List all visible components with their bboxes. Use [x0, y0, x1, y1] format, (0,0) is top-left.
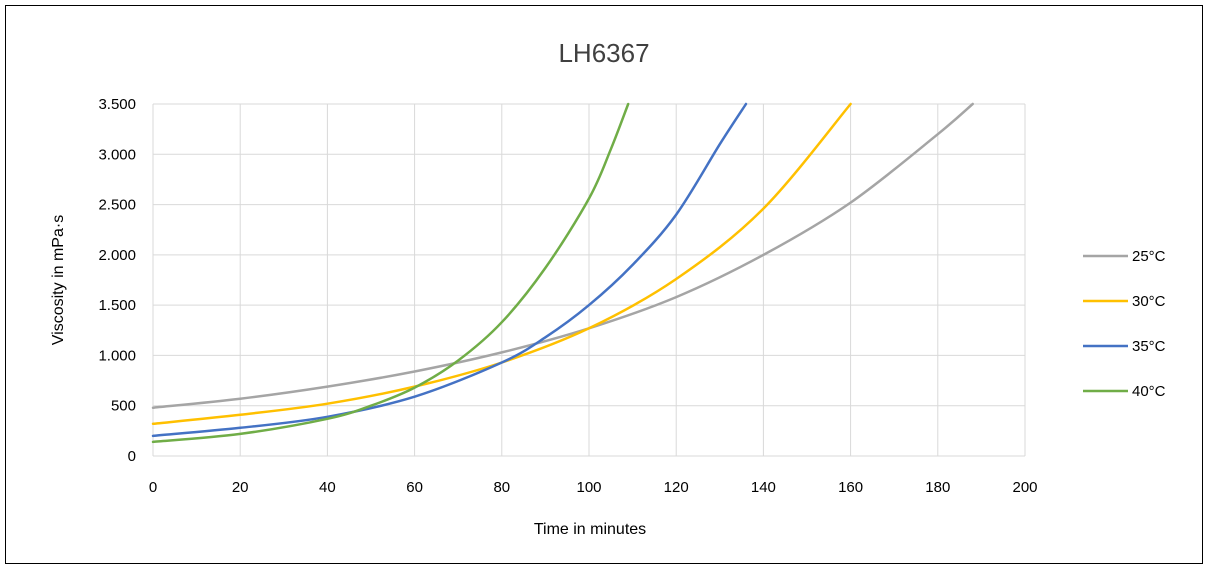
x-tick-label: 40: [319, 479, 336, 496]
series-line-3: [151, 102, 630, 444]
x-tick-label: 180: [925, 479, 950, 496]
chart-frame: [5, 5, 1203, 564]
x-tick-label: 60: [406, 479, 423, 496]
legend-label-3: 40°C: [1132, 383, 1166, 400]
y-tick-label: 3.000: [98, 146, 136, 163]
y-tick-label: 2.500: [98, 197, 136, 214]
legend-label-0: 25°C: [1132, 248, 1166, 265]
y-tick-label: 0: [128, 448, 136, 465]
series-line-0: [151, 102, 974, 409]
x-tick-label: 100: [576, 479, 601, 496]
y-tick-label: 1.500: [98, 297, 136, 314]
y-axis-label: Viscosity in mPa·s: [50, 215, 67, 345]
x-tick-label: 80: [493, 479, 510, 496]
chart-title: LH6367: [558, 38, 649, 68]
x-tick-label: 140: [751, 479, 776, 496]
x-tick-label: 200: [1012, 479, 1037, 496]
legend-label-2: 35°C: [1132, 338, 1166, 355]
x-tick-label: 120: [664, 479, 689, 496]
x-tick-label: 0: [149, 479, 157, 496]
y-tick-label: 500: [111, 398, 136, 415]
x-axis-label: Time in minutes: [534, 521, 646, 538]
x-tick-label: 20: [232, 479, 249, 496]
legend-label-1: 30°C: [1132, 293, 1166, 310]
x-tick-label: 160: [838, 479, 863, 496]
series-lines: [151, 102, 974, 444]
x-axis-ticks: 0 20 40 60 80 100 120 140 160 180 200: [149, 479, 1038, 496]
legend: 25°C 30°C 35°C 40°C: [1083, 248, 1166, 400]
y-tick-label: 2.000: [98, 247, 136, 264]
y-tick-label: 1.000: [98, 347, 136, 364]
series-line-2: [151, 102, 748, 438]
y-tick-label: 3.500: [98, 96, 136, 113]
gridlines: [152, 103, 1026, 457]
y-axis-ticks: 0 500 1.000 1.500 2.000 2.500 3.000 3.500: [98, 96, 136, 465]
